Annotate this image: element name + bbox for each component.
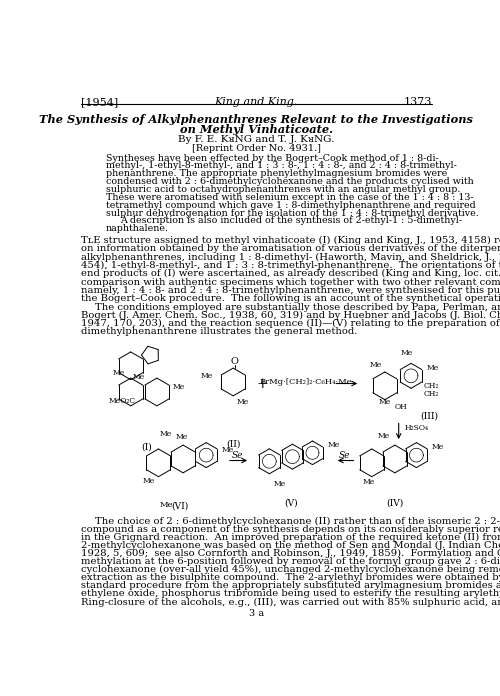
Text: alkylphenanthrenes, including 1 : 8-dimethyl- (Haworth, Mavin, and Sheldrick, J.: alkylphenanthrenes, including 1 : 8-dime… xyxy=(80,253,500,262)
Text: Me: Me xyxy=(362,478,375,486)
Text: on information obtained by the aromatisation of various derivatives of the diter: on information obtained by the aromatisa… xyxy=(80,244,500,253)
Text: CH₂: CH₂ xyxy=(424,382,438,390)
Text: ethylene oxide, phosphorus tribromide being used to esterify the resulting aryle: ethylene oxide, phosphorus tribromide be… xyxy=(80,590,500,599)
Text: Me: Me xyxy=(432,443,444,452)
Text: OH: OH xyxy=(395,404,407,411)
Text: King and King.: King and King. xyxy=(214,97,298,107)
Text: sulphur dehydrogenation for the isolation of the 1 : 4 : 8-trimethyl derivative.: sulphur dehydrogenation for the isolatio… xyxy=(106,209,479,218)
Text: methyl-, 1-ethyl-8-methyl-, and 1 : 3 : 8-, 1 : 4 : 8-, and 2 : 4 : 8-trimethyl-: methyl-, 1-ethyl-8-methyl-, and 1 : 3 : … xyxy=(106,161,457,171)
Text: Me: Me xyxy=(328,441,340,449)
Text: The conditions employed are substantially those described by Papa, Perlman, and: The conditions employed are substantiall… xyxy=(94,303,500,312)
Text: Me: Me xyxy=(160,430,172,438)
Text: on Methyl Vinhaticoate.: on Methyl Vinhaticoate. xyxy=(180,125,333,135)
Text: (IV): (IV) xyxy=(386,499,404,508)
Text: [Reprint Order No. 4931.]: [Reprint Order No. 4931.] xyxy=(192,144,321,153)
Text: (V): (V) xyxy=(284,499,298,508)
Text: sulphuric acid to octahydrophenanthrenes with an angular methyl group.: sulphuric acid to octahydrophenanthrenes… xyxy=(106,185,461,194)
Text: the Bogert–Cook procedure.  The following is an account of the synthetical opera: the Bogert–Cook procedure. The following… xyxy=(80,294,500,303)
Text: The Synthesis of Alkylphenanthrenes Relevant to the Investigations: The Synthesis of Alkylphenanthrenes Rele… xyxy=(40,114,473,125)
Text: 1947, 170, 203), and the reaction sequence (II)—(V) relating to the preparation : 1947, 170, 203), and the reaction sequen… xyxy=(80,319,500,329)
Text: Me: Me xyxy=(113,369,126,377)
Text: By F. E. KᴚNG and T. J. KᴚNG.: By F. E. KᴚNG and T. J. KᴚNG. xyxy=(178,135,334,144)
Text: Syntheses have been effected by the Bogert–Cook method of 1 : 8-di-: Syntheses have been effected by the Boge… xyxy=(106,154,439,163)
Text: Se: Se xyxy=(339,450,350,459)
Text: Me: Me xyxy=(201,372,213,380)
Text: condensed with 2 : 6-dimethylcyclohexanone and the products cyclised with: condensed with 2 : 6-dimethylcyclohexano… xyxy=(106,177,474,186)
Text: Me: Me xyxy=(378,398,391,406)
Text: Ring-closure of the alcohols, e.g., (III), was carried out with 85% sulphuric ac: Ring-closure of the alcohols, e.g., (III… xyxy=(80,598,500,607)
Text: 2-methylcyclohexanone was based on the method of Sen and Mondal (J. Indian Chem.: 2-methylcyclohexanone was based on the m… xyxy=(80,541,500,550)
Text: H₂SO₄: H₂SO₄ xyxy=(405,424,429,432)
Text: dimethylphenanthrene illustrates the general method.: dimethylphenanthrene illustrates the gen… xyxy=(80,327,357,336)
Text: Se: Se xyxy=(232,450,243,459)
Text: (VI): (VI) xyxy=(172,501,189,510)
Text: Me: Me xyxy=(273,480,285,488)
Text: extraction as the bisulphite compound.  The 2-arylethyl bromides were obtained b: extraction as the bisulphite compound. T… xyxy=(80,574,500,583)
Text: Me: Me xyxy=(132,372,144,381)
Text: (I): (I) xyxy=(142,442,152,451)
Text: Me: Me xyxy=(143,477,156,484)
Text: cyclohexanone (over-all yield 45%), unchanged 2-methylcyclohexanone being remove: cyclohexanone (over-all yield 45%), unch… xyxy=(80,565,500,574)
Text: compound as a component of the synthesis depends on its considerably superior re: compound as a component of the synthesis… xyxy=(80,525,500,534)
Text: These were aromatised with selenium except in the case of the 1 : 4 : 8 : 13-: These were aromatised with selenium exce… xyxy=(106,193,474,202)
Text: 1928, 5, 609;  see also Cornforth and Robinson, J., 1949, 1859).  Formylation an: 1928, 5, 609; see also Cornforth and Rob… xyxy=(80,549,500,558)
Text: TʟE structure assigned to methyl vinhaticoate (I) (King and King, J., 1953, 4158: TʟE structure assigned to methyl vinhati… xyxy=(80,236,500,245)
Text: phenanthrene. The appropriate phenylethylmagnesium bromides were: phenanthrene. The appropriate phenylethy… xyxy=(106,169,448,178)
Text: CH₂: CH₂ xyxy=(424,390,438,398)
Text: (III): (III) xyxy=(420,411,438,420)
Text: 1373: 1373 xyxy=(404,97,432,107)
Text: end products of (I) were ascertained, as already described (King and King, loc. : end products of (I) were ascertained, as… xyxy=(80,269,500,278)
Text: tetramethyl compound which gave 1 : 8-dimethylphenanthrene and required: tetramethyl compound which gave 1 : 8-di… xyxy=(106,200,476,209)
Text: Me: Me xyxy=(237,398,249,406)
Text: MeO₂C: MeO₂C xyxy=(108,397,136,405)
Text: Me: Me xyxy=(370,361,382,369)
Text: in the Grignard reaction.  An improved preparation of the required ketone (II) f: in the Grignard reaction. An improved pr… xyxy=(80,533,500,542)
Text: A description is also included of the synthesis of 2-ethyl-1 : 5-dimethyl-: A description is also included of the sy… xyxy=(120,216,462,226)
Text: Bogert (J. Amer. Chem. Soc., 1938, 60, 319) and by Huebner and Jacobs (J. Biol. : Bogert (J. Amer. Chem. Soc., 1938, 60, 3… xyxy=(80,311,500,320)
Text: 3 a: 3 a xyxy=(248,609,264,618)
Text: The choice of 2 : 6-dimethylcyclohexanone (II) rather than of the isomeric 2 : 2: The choice of 2 : 6-dimethylcyclohexanon… xyxy=(94,516,500,526)
Text: Me: Me xyxy=(172,383,184,390)
Text: standard procedure from the appropriately substituted arylmagnesium bromides and: standard procedure from the appropriatel… xyxy=(80,581,500,590)
Text: [1954]: [1954] xyxy=(80,97,118,107)
Text: Me: Me xyxy=(160,501,173,509)
Text: 454), 1-ethyl-8-methyl-, and 1 : 3 : 8-trimethyl-phenanthrene.  The orientations: 454), 1-ethyl-8-methyl-, and 1 : 3 : 8-t… xyxy=(80,261,500,270)
Text: Me: Me xyxy=(400,349,412,357)
Text: Me: Me xyxy=(377,432,390,440)
Text: methylation at the 6-position followed by removal of the formyl group gave 2 : 6: methylation at the 6-position followed b… xyxy=(80,557,500,566)
Text: +: + xyxy=(256,377,268,390)
Text: namely, 1 : 4 : 8- and 2 : 4 : 8-trimethylphenanthrene, were synthesised for thi: namely, 1 : 4 : 8- and 2 : 4 : 8-trimeth… xyxy=(80,286,500,295)
Text: comparison with authentic specimens which together with two other relevant compo: comparison with authentic specimens whic… xyxy=(80,278,500,287)
Text: Me: Me xyxy=(426,364,438,372)
Text: naphthalene.: naphthalene. xyxy=(106,224,169,233)
Text: O: O xyxy=(231,358,238,367)
Text: (II): (II) xyxy=(226,440,240,449)
Text: BrMg·[CH₂]₂·C₆H₄·Me: BrMg·[CH₂]₂·C₆H₄·Me xyxy=(260,378,352,386)
Text: Me: Me xyxy=(222,445,234,454)
Text: Me: Me xyxy=(176,434,188,441)
